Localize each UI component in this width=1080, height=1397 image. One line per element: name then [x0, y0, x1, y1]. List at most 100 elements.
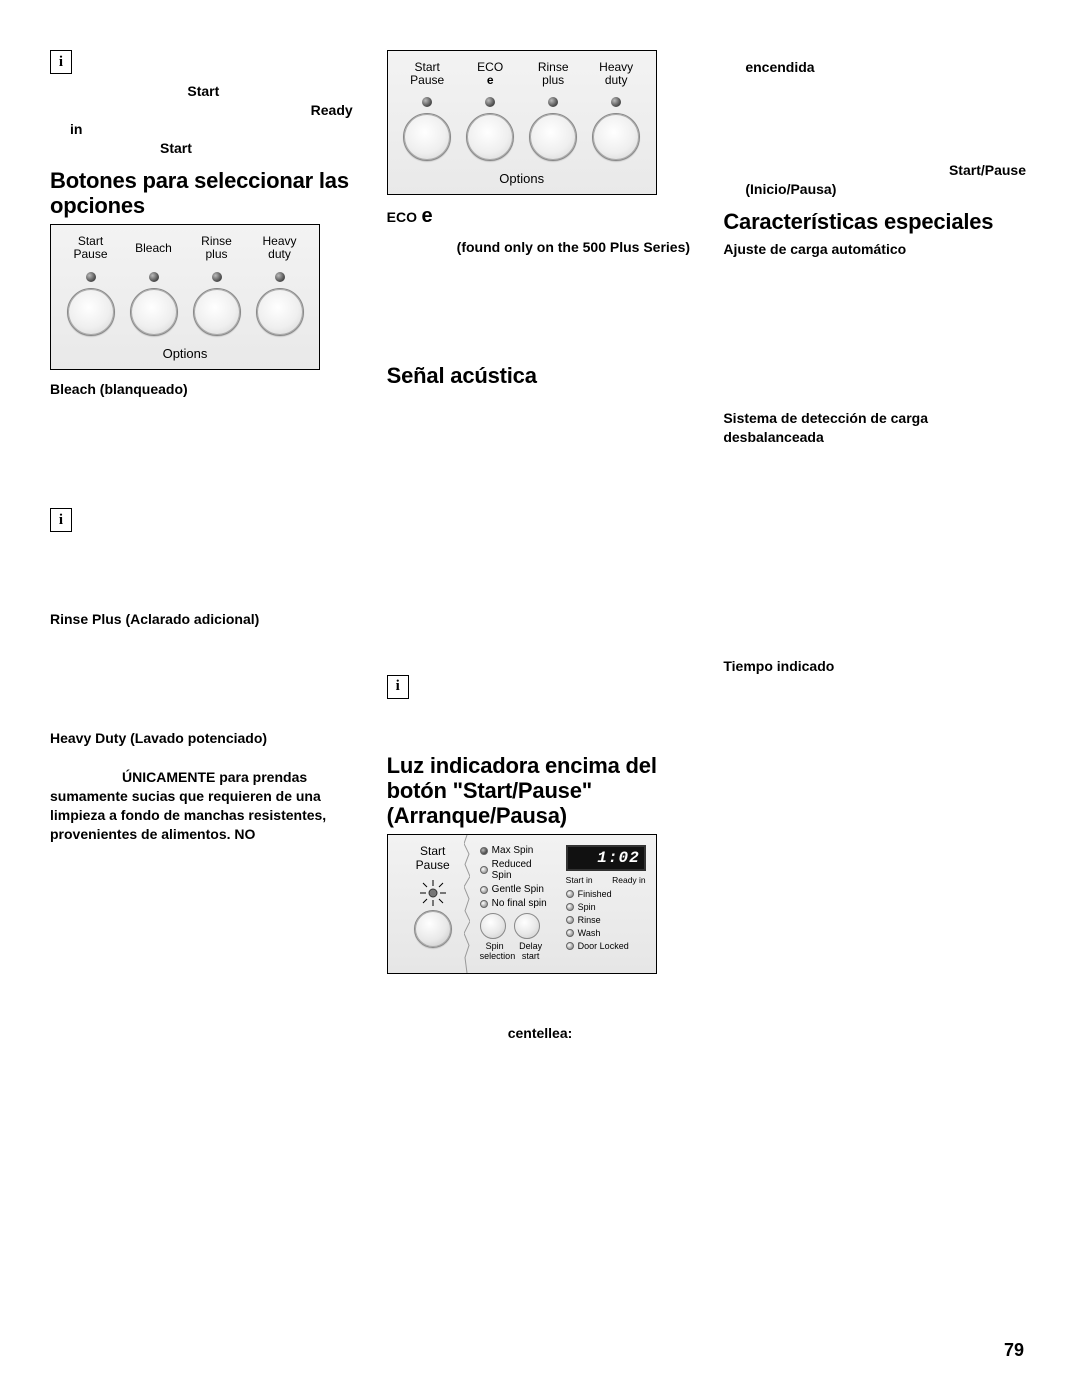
eco-glyph-text-icon: e [421, 205, 432, 227]
led-icon [86, 272, 96, 282]
tiempo-heading: Tiempo indicado [723, 657, 1030, 676]
iniciopausa-label: (Inicio/Pausa) [745, 181, 836, 197]
frag-start: Start [187, 83, 219, 99]
dial-icon [514, 913, 540, 939]
panel-status-right: 1:02 Start in Ready in Finished Spin Rin… [566, 845, 646, 961]
startpause-line: Start/Pause (Inicio/Pausa) [723, 161, 1030, 199]
spin-opt-row: No final spin [480, 898, 554, 909]
column-1: i Start Ready in Start Botones para sele… [50, 50, 357, 1043]
panel-b-label-eco: ECO e [462, 61, 518, 87]
panel-b-labels: Start Pause ECO e Rinse plus Heavy duty [396, 61, 648, 87]
spin-opt-row: Max Spin [480, 845, 554, 856]
dial-icon [256, 288, 304, 336]
sparkle-icon [418, 878, 448, 908]
status-row: Door Locked [566, 941, 646, 951]
dial-icon [193, 288, 241, 336]
status-row: Spin [566, 902, 646, 912]
rinseplus-heading: Rinse Plus (Aclarado adicional) [50, 610, 357, 629]
panel-a-leds [59, 262, 311, 288]
eco-glyph-icon: e [487, 73, 494, 87]
column-2: Start Pause ECO e Rinse plus Heavy duty [387, 50, 694, 1043]
panel-a-label: Bleach [126, 242, 182, 255]
panel-status-left: Start Pause [398, 845, 468, 961]
led-icon [480, 900, 488, 908]
delay-start-label: Delay start [516, 941, 546, 961]
dial-icon [466, 113, 514, 161]
dial-icon [480, 913, 506, 939]
led-icon [566, 929, 574, 937]
small-dials [480, 913, 554, 939]
startpause-label: Start/Pause [949, 162, 1026, 178]
panel-status-mid: Max Spin Reduced Spin Gentle Spin No fin… [480, 845, 554, 961]
info-icon: i [387, 675, 409, 699]
unbalanced-heading: Sistema de detección de carga desbalance… [723, 409, 1030, 447]
dial-icon [403, 113, 451, 161]
panel-b-dials [396, 113, 648, 161]
led-icon [566, 903, 574, 911]
spacer [50, 408, 357, 508]
panel-b-leds [396, 87, 648, 113]
panel-a-caption: Options [59, 346, 311, 361]
status-row: Rinse [566, 915, 646, 925]
panel-a-label: Heavy duty [252, 235, 308, 261]
spacer [387, 707, 694, 747]
time-labels: Start in Ready in [566, 875, 646, 885]
heavyduty-text: ÚNICAMENTE para prendas sumamente sucias… [50, 769, 326, 842]
heavyduty-para: ÚNICAMENTE para prendas sumamente sucias… [50, 768, 357, 844]
panel-a-label: Rinse plus [189, 235, 245, 261]
heading-acoustic: Señal acústica [387, 363, 694, 388]
led-icon [149, 272, 159, 282]
panel-options-eco: Start Pause ECO e Rinse plus Heavy duty [387, 50, 657, 195]
spacer [50, 540, 357, 610]
lcd-display: 1:02 [566, 845, 646, 871]
columns: i Start Ready in Start Botones para sele… [50, 50, 1030, 1043]
led-icon [548, 97, 558, 107]
eco-subtext: (found only on the 500 Plus Series) [387, 238, 694, 257]
dial-icon [130, 288, 178, 336]
heading-options: Botones para seleccionar las opciones [50, 168, 357, 219]
panel-b-caption: Options [396, 171, 648, 186]
page: i Start Ready in Start Botones para sele… [0, 0, 1080, 1397]
led-icon [212, 272, 222, 282]
panel-options-bleach: Start Pause Bleach Rinse plus Heavy duty [50, 224, 320, 369]
heavyduty-heading: Heavy Duty (Lavado potenciado) [50, 729, 357, 748]
led-icon [480, 886, 488, 894]
spacer [387, 984, 694, 1024]
led-icon [566, 916, 574, 924]
led-icon [611, 97, 621, 107]
panel-b-label: Heavy duty [588, 61, 644, 87]
panel-status-display: Start Pause [387, 834, 657, 974]
panel-a-label: Start Pause [63, 235, 119, 261]
spacer [723, 87, 1030, 161]
status-row: Wash [566, 928, 646, 938]
led-icon [566, 942, 574, 950]
panel-b-label: Rinse plus [525, 61, 581, 87]
panel-a-dials [59, 288, 311, 336]
spacer [50, 639, 357, 729]
led-icon [566, 890, 574, 898]
led-icon [485, 97, 495, 107]
dial-icon [414, 910, 452, 948]
column-3: encendida Start/Pause (Inicio/Pausa) Car… [723, 50, 1030, 1043]
eco-heading-line: ECO e [387, 205, 694, 228]
dial-icon [592, 113, 640, 161]
frag-in: in [50, 121, 82, 137]
auto-load-heading: Ajuste de carga automático [723, 240, 1030, 259]
dial-captions: Spin selection Delay start [480, 941, 554, 961]
status-row: Finished [566, 889, 646, 899]
dial-icon [67, 288, 115, 336]
info-icon: i [50, 50, 72, 74]
spacer [723, 269, 1030, 409]
spacer [723, 457, 1030, 657]
frag-start2: Start [160, 140, 192, 156]
panel-a-labels: Start Pause Bleach Rinse plus Heavy duty [59, 235, 311, 261]
heading-special-features: Características especiales [723, 209, 1030, 234]
spin-selection-label: Spin selection [480, 941, 510, 961]
col1-fragments: Start Ready in Start [50, 82, 357, 158]
centellea-text: centellea: [387, 1024, 694, 1043]
panel-b-label: Start Pause [399, 61, 455, 87]
info-icon: i [50, 508, 72, 532]
led-icon [422, 97, 432, 107]
led-icon [480, 866, 488, 874]
page-number: 79 [1004, 1340, 1024, 1361]
